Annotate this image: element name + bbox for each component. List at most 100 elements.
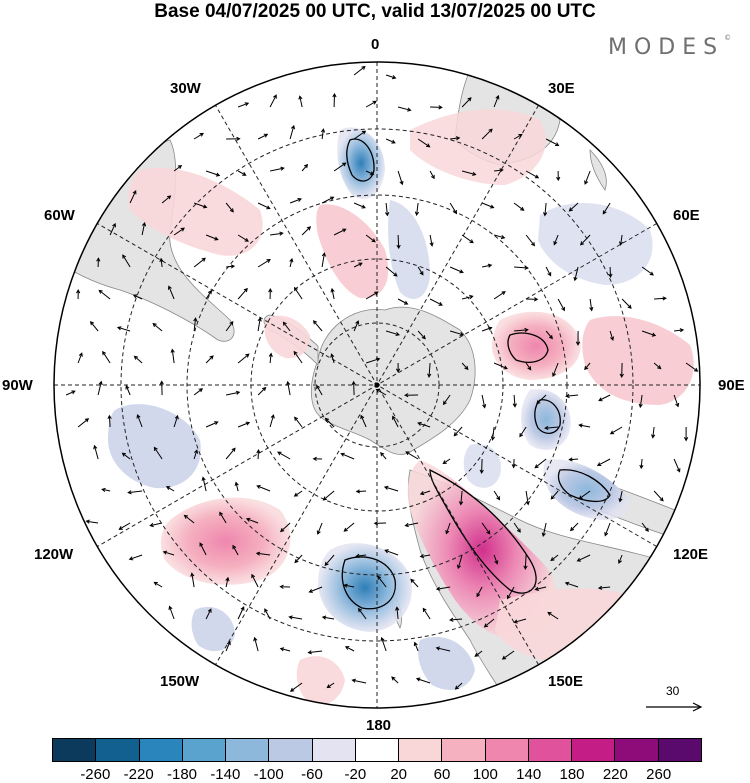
wind-vector — [219, 511, 227, 524]
wind-vector — [417, 138, 431, 148]
wind-vector — [257, 259, 271, 268]
positive-anomaly-northwest — [128, 167, 263, 256]
wind-vector — [609, 426, 623, 435]
label-0: 0 — [371, 36, 380, 53]
wind-vector — [316, 522, 323, 535]
wind-vector — [564, 581, 579, 588]
wind-vector — [101, 487, 111, 492]
wind-vector — [461, 362, 469, 371]
wind-vector — [683, 427, 689, 442]
wind-vector — [320, 128, 326, 140]
wind-vector — [419, 490, 431, 496]
wind-vector — [523, 554, 528, 570]
label-150e: 150E — [548, 673, 584, 690]
wind-vector — [405, 451, 419, 460]
colorbar-swatch — [442, 739, 486, 761]
wind-vector — [453, 426, 463, 437]
label-60w: 60W — [44, 207, 75, 224]
colorbar-tick-label: -140 — [210, 766, 241, 783]
wind-vector — [173, 414, 179, 428]
wind-vector — [225, 576, 230, 588]
wind-vector — [294, 416, 303, 428]
wind-vector — [97, 380, 103, 396]
wind-vector — [461, 97, 472, 108]
wind-vector — [333, 228, 347, 236]
wind-vector — [653, 490, 664, 502]
vector-scale-arrow — [646, 702, 703, 712]
wind-vector — [316, 384, 323, 396]
wind-vector — [422, 607, 431, 620]
wind-vector — [449, 202, 458, 215]
positive-anomaly-south-center — [296, 656, 345, 705]
wind-vector — [326, 682, 335, 689]
wind-vector — [598, 394, 611, 402]
wind-vector — [534, 586, 547, 591]
wind-vector — [674, 328, 685, 333]
wind-vector — [638, 394, 643, 409]
label-120e: 120E — [673, 546, 709, 563]
wind-vector — [357, 607, 367, 620]
wind-vector — [476, 586, 483, 598]
wind-vector — [193, 132, 204, 140]
wind-vector — [324, 554, 335, 567]
wind-vector — [343, 522, 355, 532]
wind-vector — [205, 170, 221, 177]
wind-vector — [190, 572, 195, 588]
wind-vector — [225, 447, 236, 460]
wind-vector — [77, 352, 83, 364]
wind-vector — [493, 490, 501, 501]
wind-vector — [514, 265, 529, 270]
wind-vector — [621, 298, 632, 309]
wind-vector — [279, 584, 291, 589]
wind-vector — [481, 326, 493, 332]
wind-vector — [152, 322, 163, 332]
wind-vector — [353, 130, 367, 140]
wind-vector — [257, 133, 269, 140]
wind-vector — [481, 263, 493, 268]
wind-vector — [573, 266, 579, 282]
wind-vector — [395, 606, 400, 620]
wind-vector — [205, 234, 219, 241]
wind-vector — [159, 380, 164, 396]
wind-vector — [391, 676, 399, 684]
wind-vector — [506, 586, 515, 600]
wind-vector — [355, 489, 367, 494]
polar-map — [53, 61, 701, 709]
wind-vector — [286, 380, 291, 396]
wind-vector — [226, 136, 241, 141]
colorbar-tick-label: -180 — [166, 766, 198, 783]
wind-vector — [494, 168, 504, 173]
colorbar-swatch — [615, 739, 659, 761]
wind-vector — [128, 554, 143, 561]
colorbar-tick-label: -260 — [80, 766, 111, 783]
wind-vector — [550, 490, 559, 500]
wind-vector — [365, 357, 381, 364]
positive-anomaly-africa — [410, 109, 546, 185]
wind-vector — [430, 105, 443, 110]
wind-vector — [225, 640, 231, 652]
wind-vector — [225, 202, 234, 213]
contour-lines — [341, 138, 611, 610]
wind-vector — [353, 65, 366, 76]
wind-vector — [557, 298, 565, 312]
wind-vector — [322, 490, 335, 501]
wind-vector — [449, 330, 465, 336]
colorbar-swatch — [572, 739, 616, 761]
wind-vector — [397, 106, 412, 112]
wind-vector — [353, 262, 363, 268]
wind-vector — [205, 355, 214, 364]
wind-vector — [383, 485, 399, 492]
colorbar — [52, 738, 702, 762]
wind-vector — [490, 426, 496, 441]
wind-vector — [269, 166, 285, 172]
wind-vector — [256, 449, 261, 460]
colorbar-swatch — [269, 739, 313, 761]
colorbar-swatch — [355, 739, 400, 761]
wind-vector — [579, 234, 591, 246]
wind-vector — [161, 195, 172, 204]
label-30w: 30W — [170, 80, 201, 97]
wind-vector — [293, 490, 303, 497]
wind-vector — [149, 522, 163, 528]
wind-vector — [525, 234, 536, 247]
wind-vector — [385, 266, 398, 277]
